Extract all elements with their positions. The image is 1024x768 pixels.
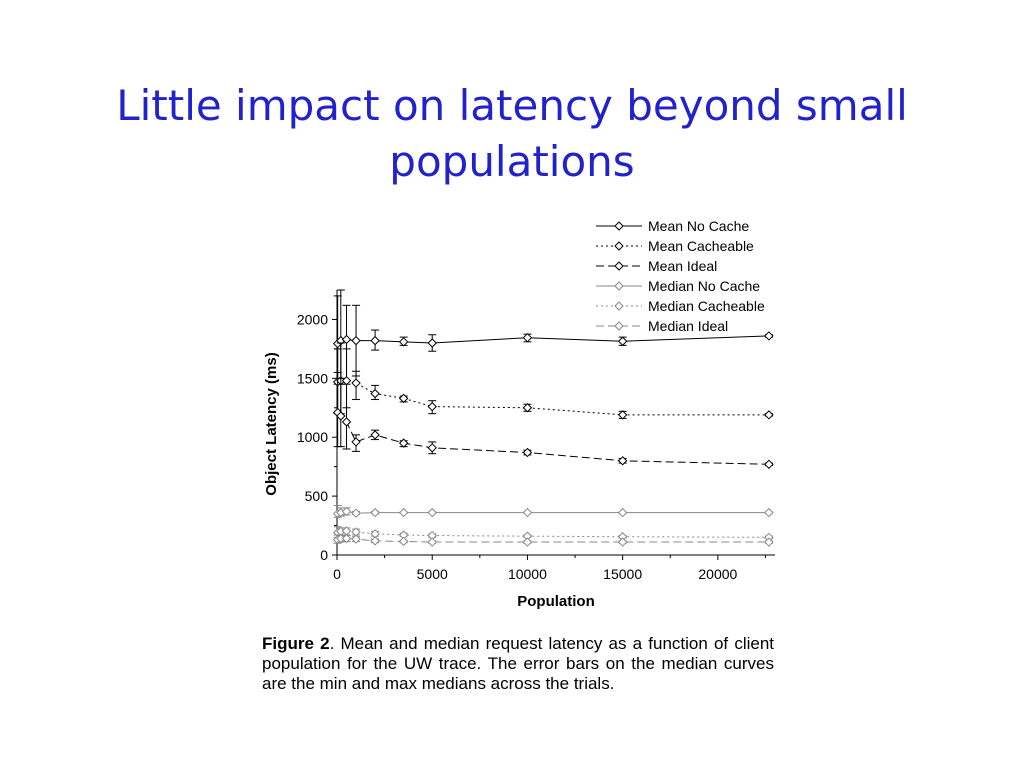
series-mean-cacheable [332,342,774,420]
legend-marker [614,241,624,251]
x-tick-label: 10000 [508,566,547,582]
data-point [398,438,409,448]
data-point [351,508,361,518]
data-point [351,378,361,388]
data-point [341,417,352,427]
data-point [764,507,774,518]
y-axis-label: Object Latency (ms) [263,352,280,495]
legend-label: Mean Ideal [648,258,717,274]
legend-label: Mean No Cache [648,218,749,234]
data-point [351,335,361,346]
legend-marker [614,301,624,311]
x-tick-label: 15000 [603,566,642,582]
data-point [764,410,774,420]
chart-plot-area [332,289,774,547]
data-point [336,411,346,421]
figure-caption-text: . Mean and median request latency as a f… [262,634,775,693]
x-tick-label: 20000 [698,566,737,582]
data-point [398,536,409,547]
x-axis-label: Population [517,593,595,610]
legend-label: Median Ideal [648,318,728,334]
x-tick-label: 5000 [417,566,448,582]
series-line [337,412,769,465]
figure-label: Figure 2 [262,634,330,653]
data-point [398,337,409,347]
data-point [522,332,533,343]
data-point [617,456,628,466]
series-median-no-cache [332,505,774,519]
y-tick-label: 1500 [297,370,328,386]
y-tick-label: 1000 [297,429,328,445]
data-point [370,536,380,546]
data-point [764,459,774,470]
legend-label: Median Cacheable [648,298,765,314]
series-mean-no-cache [332,289,774,385]
y-tick-label: 2000 [297,311,328,327]
data-point [522,537,533,547]
data-point [617,507,628,518]
data-point [522,403,533,413]
data-point [370,430,380,440]
legend-label: Mean Cacheable [648,238,754,254]
legend-marker [614,281,624,291]
data-point [351,534,361,544]
data-point [617,336,628,346]
data-point [427,507,437,518]
data-point [341,334,352,345]
figure-caption: Figure 2. Mean and median request latenc… [262,634,774,694]
chart-legend: Mean No Cache Mean Cacheable Mean Ideal Med… [596,218,765,334]
series-median-cacheable [332,526,774,543]
data-point [617,410,628,420]
data-point [427,401,437,412]
data-point [522,507,533,518]
series-median-ideal [332,533,774,547]
data-point [617,537,628,547]
data-point [398,393,409,404]
x-tick-label: 0 [333,566,341,582]
data-point [351,437,361,447]
y-tick-label: 0 [320,547,328,563]
data-point [427,443,437,453]
slide-title: Little impact on latency beyond small po… [116,81,908,186]
series-mean-ideal [332,371,774,470]
data-point [522,447,533,458]
legend-label: Median No Cache [648,278,760,294]
data-point [370,507,380,518]
data-point [341,533,352,544]
data-point [427,338,437,348]
data-point [427,537,437,547]
legend-marker [614,261,624,271]
legend-marker [614,321,624,331]
data-point [341,506,352,517]
legend-marker [614,221,624,231]
data-point [764,537,774,547]
data-point [370,388,380,399]
y-tick-label: 500 [305,488,329,504]
data-point [398,507,409,518]
data-point [764,331,774,341]
data-point [370,335,380,346]
